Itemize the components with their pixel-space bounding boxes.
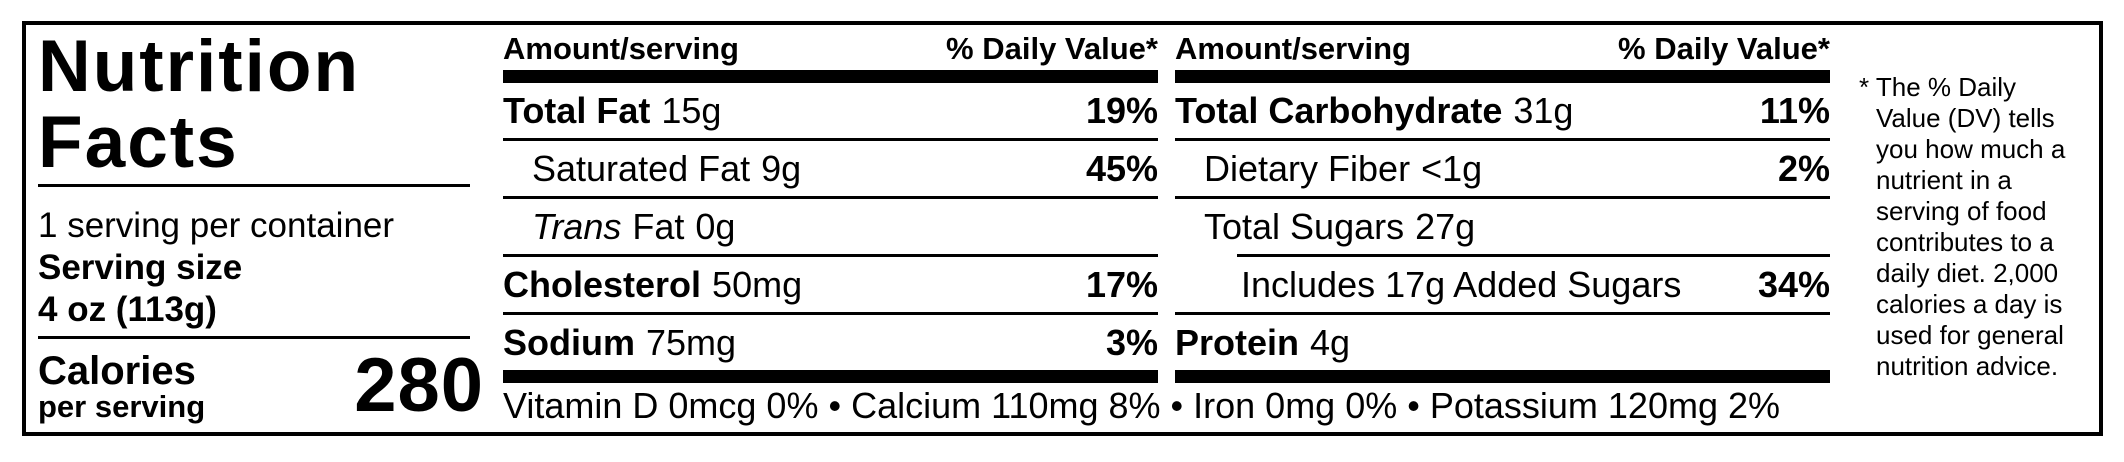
- dv-value: 19%: [1085, 89, 1158, 131]
- dv-value: 2%: [1777, 147, 1830, 189]
- title-line-1: Nutrition: [38, 26, 361, 107]
- column-header: Amount/serving % Daily Value*: [503, 31, 1158, 70]
- nutrient-column-fats: Amount/serving % Daily Value* Total Fat 1…: [503, 31, 1158, 383]
- amount-value: 75mg: [646, 321, 737, 363]
- daily-value-footnote: * The % Daily Value (DV) tells you how m…: [1859, 72, 2066, 381]
- micronutrients-line: Vitamin D 0mcg 0% • Calcium 110mg 8% • I…: [503, 385, 1781, 426]
- daily-value-header: % Daily Value*: [1618, 31, 1830, 66]
- dv-value: 17%: [1085, 263, 1158, 305]
- amount-value: 15g: [661, 89, 722, 131]
- row-divider: [503, 138, 1158, 141]
- title-line-2: Facts: [38, 102, 239, 183]
- nutrient-column-carbs: Amount/serving % Daily Value* Total Carb…: [1175, 31, 1830, 383]
- row-total-carbohydrate: Total Carbohydrate 31g 11%: [1175, 89, 1830, 131]
- amount-per-serving-header: Amount/serving: [503, 31, 739, 66]
- row-trans-fat: Trans Fat 0g: [532, 205, 736, 247]
- row-divider-indented: [1237, 254, 1830, 257]
- amount-value: 0g: [695, 205, 736, 247]
- footer-bar: [1175, 370, 1830, 383]
- amount-value: <1g: [1421, 147, 1483, 189]
- row-cholesterol: Cholesterol 50mg 17%: [503, 263, 1158, 305]
- serving-size-value: 4 oz (113g): [38, 290, 217, 329]
- row-divider: [1175, 312, 1830, 315]
- row-sodium: Sodium 75mg 3%: [503, 321, 1158, 363]
- calories-value: 280: [354, 343, 484, 428]
- serving-info: 1 serving per container Serving size 4 o…: [38, 205, 394, 331]
- nutrition-facts-label: Nutrition Facts 1 serving per container …: [22, 21, 2103, 436]
- header-bar: [1175, 70, 1830, 83]
- serving-size-label: Serving size: [38, 248, 243, 287]
- servings-per-container: 1 serving per container: [38, 206, 395, 245]
- calories-row: Calories per serving 280: [38, 343, 484, 428]
- row-dietary-fiber: Dietary Fiber <1g 2%: [1204, 147, 1830, 189]
- calories-label: Calories: [38, 348, 196, 393]
- amount-value: 31g: [1513, 89, 1574, 131]
- calories-sublabel: per serving: [38, 388, 206, 424]
- dv-value: 3%: [1105, 321, 1158, 363]
- amount-value: 4g: [1310, 321, 1351, 363]
- row-total-sugars: Total Sugars 27g: [1204, 205, 1476, 247]
- amount-per-serving-header: Amount/serving: [1175, 31, 1411, 66]
- row-saturated-fat: Saturated Fat 9g 45%: [532, 147, 1158, 189]
- row-divider: [503, 254, 1158, 257]
- label-title: Nutrition Facts: [38, 29, 360, 181]
- header-bar: [503, 70, 1158, 83]
- row-divider: [503, 312, 1158, 315]
- column-header: Amount/serving % Daily Value*: [1175, 31, 1830, 70]
- row-divider: [1175, 196, 1830, 199]
- row-protein: Protein 4g: [1175, 321, 1351, 363]
- dv-value: 45%: [1085, 147, 1158, 189]
- row-added-sugars: Includes 17g Added Sugars 34%: [1241, 263, 1830, 305]
- dv-value: 11%: [1759, 89, 1830, 131]
- daily-value-header: % Daily Value*: [946, 31, 1158, 66]
- calories-labels: Calories per serving: [38, 348, 206, 424]
- row-divider: [503, 196, 1158, 199]
- amount-value: 27g: [1415, 205, 1476, 247]
- calories-divider: [38, 336, 470, 339]
- amount-value: 9g: [761, 147, 802, 189]
- dv-value: 34%: [1757, 263, 1830, 305]
- amount-value: 50mg: [712, 263, 803, 305]
- title-divider: [38, 184, 470, 187]
- row-total-fat: Total Fat 15g 19%: [503, 89, 1158, 131]
- row-divider: [1175, 138, 1830, 141]
- footer-bar: [503, 370, 1158, 383]
